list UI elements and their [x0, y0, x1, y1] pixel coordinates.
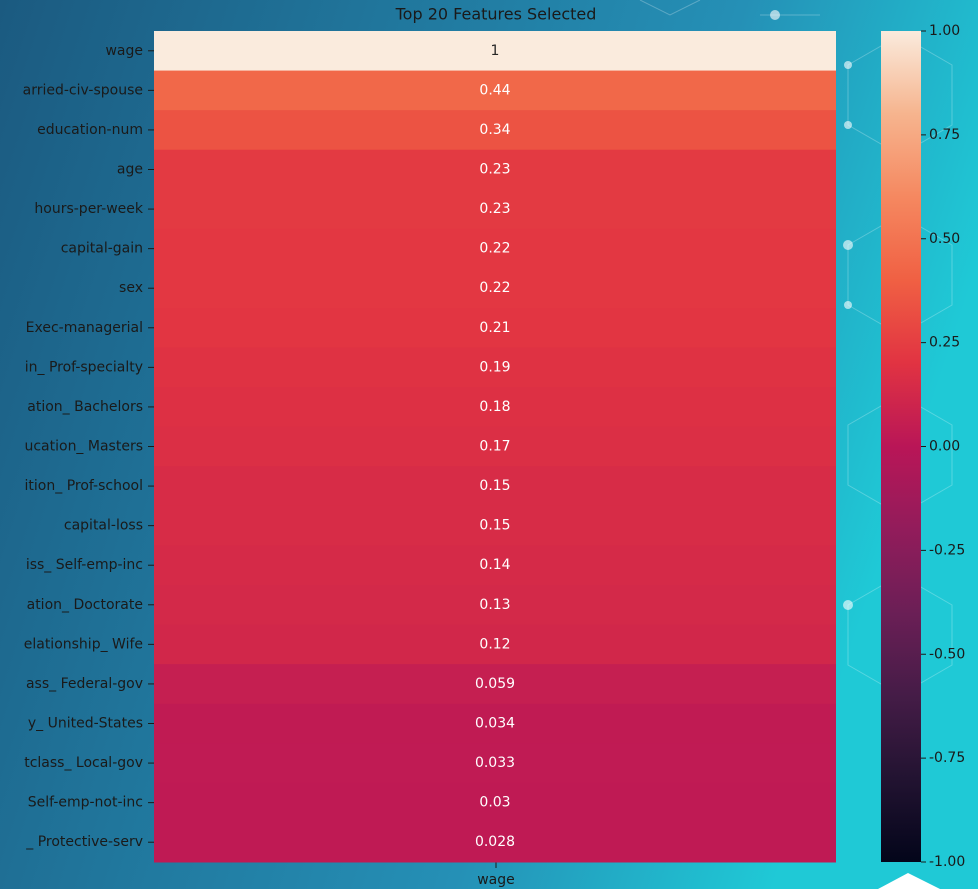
colorbar-tick-label: -0.50 — [929, 646, 965, 662]
colorbar-tick-label: 0.50 — [929, 231, 960, 247]
y-tick-label: ation_ Doctorate — [27, 597, 143, 613]
cell-label: 0.15 — [479, 518, 510, 534]
y-tick-label: education-num — [37, 122, 143, 138]
y-tick-label: y_ United-States — [28, 716, 143, 732]
cell-label: 0.21 — [479, 320, 510, 336]
y-tick-label: iss_ Self-emp-inc — [26, 557, 143, 573]
y-tick-label: arried-civ-spouse — [23, 82, 143, 98]
heatmap-cell — [154, 70, 836, 111]
y-tick-label: tclass_ Local-gov — [24, 755, 143, 771]
cell-label: 0.34 — [479, 122, 510, 138]
cell-label: 0.13 — [479, 597, 510, 613]
colorbar-tick-label: 0.00 — [929, 439, 960, 455]
cell-label: 0.15 — [479, 478, 510, 494]
y-tick-label: Self-emp-not-inc — [28, 795, 143, 811]
heatmap-cell — [154, 505, 836, 546]
heatmap-cell — [154, 466, 836, 507]
colorbar-tick-label: -0.75 — [929, 750, 965, 766]
y-tick-label: _ Protective-serv — [25, 834, 143, 850]
heatmap-cell — [154, 703, 836, 744]
heatmap-cell — [154, 545, 836, 586]
heatmap-cell — [154, 347, 836, 388]
y-tick-label: wage — [105, 43, 143, 59]
heatmap-cell — [154, 822, 836, 863]
heatmap-cell — [154, 189, 836, 230]
y-tick-label: age — [117, 162, 143, 178]
heatmap-cell — [154, 743, 836, 784]
chart-title: Top 20 Features Selected — [395, 5, 597, 24]
colorbar-tick-label: 0.25 — [929, 335, 960, 351]
cell-label: 0.22 — [479, 280, 510, 296]
y-tick-label: elationship_ Wife — [24, 636, 143, 652]
y-tick-label: ucation_ Masters — [24, 439, 143, 455]
y-tick-label: capital-loss — [64, 518, 143, 534]
cell-label: 0.18 — [479, 399, 510, 415]
heatmap-cell — [154, 782, 836, 823]
colorbar-tick-label: -0.25 — [929, 542, 965, 558]
colorbar-tick-label: 0.75 — [929, 127, 960, 143]
heatmap-cell — [154, 308, 836, 349]
y-tick-label: ation_ Bachelors — [27, 399, 143, 415]
heatmap-cell — [154, 664, 836, 705]
heatmap-cell — [154, 268, 836, 309]
heatmap-cell — [154, 387, 836, 428]
y-tick-label: ition_ Prof-school — [25, 478, 143, 494]
heatmap-cell — [154, 426, 836, 467]
cell-label: 0.034 — [475, 716, 515, 732]
heatmap-cell — [154, 110, 836, 151]
heatmap-cell — [154, 585, 836, 626]
cell-label: 0.033 — [475, 755, 515, 771]
colorbar-tick-label: 1.00 — [929, 23, 960, 39]
heatmap-cell — [154, 624, 836, 665]
corner-triangle — [878, 873, 940, 889]
cell-label: 0.03 — [479, 795, 510, 811]
colorbar-tick-label: -1.00 — [929, 854, 965, 870]
x-tick-label: wage — [477, 872, 515, 888]
heatmap-cell — [154, 228, 836, 269]
colorbar — [881, 31, 921, 862]
y-tick-label: in_ Prof-specialty — [25, 359, 143, 375]
cell-label: 0.12 — [479, 636, 510, 652]
cell-label: 0.23 — [479, 162, 510, 178]
cell-label: 0.19 — [479, 359, 510, 375]
y-tick-label: sex — [119, 280, 143, 296]
y-tick-label: ass_ Federal-gov — [26, 676, 143, 692]
cell-label: 0.14 — [479, 557, 510, 573]
cell-label: 0.23 — [479, 201, 510, 217]
heatmap-cell — [154, 31, 836, 72]
cell-label: 1 — [491, 43, 500, 59]
y-tick-label: capital-gain — [61, 241, 143, 257]
hex-dots — [770, 10, 853, 610]
cell-label: 0.028 — [475, 834, 515, 850]
heatmap-cell — [154, 149, 836, 190]
cell-label: 0.22 — [479, 241, 510, 257]
y-tick-label: hours-per-week — [34, 201, 144, 217]
cell-label: 0.059 — [475, 676, 515, 692]
cell-label: 0.17 — [479, 439, 510, 455]
y-tick-label: Exec-managerial — [26, 320, 143, 336]
cell-label: 0.44 — [479, 82, 510, 98]
